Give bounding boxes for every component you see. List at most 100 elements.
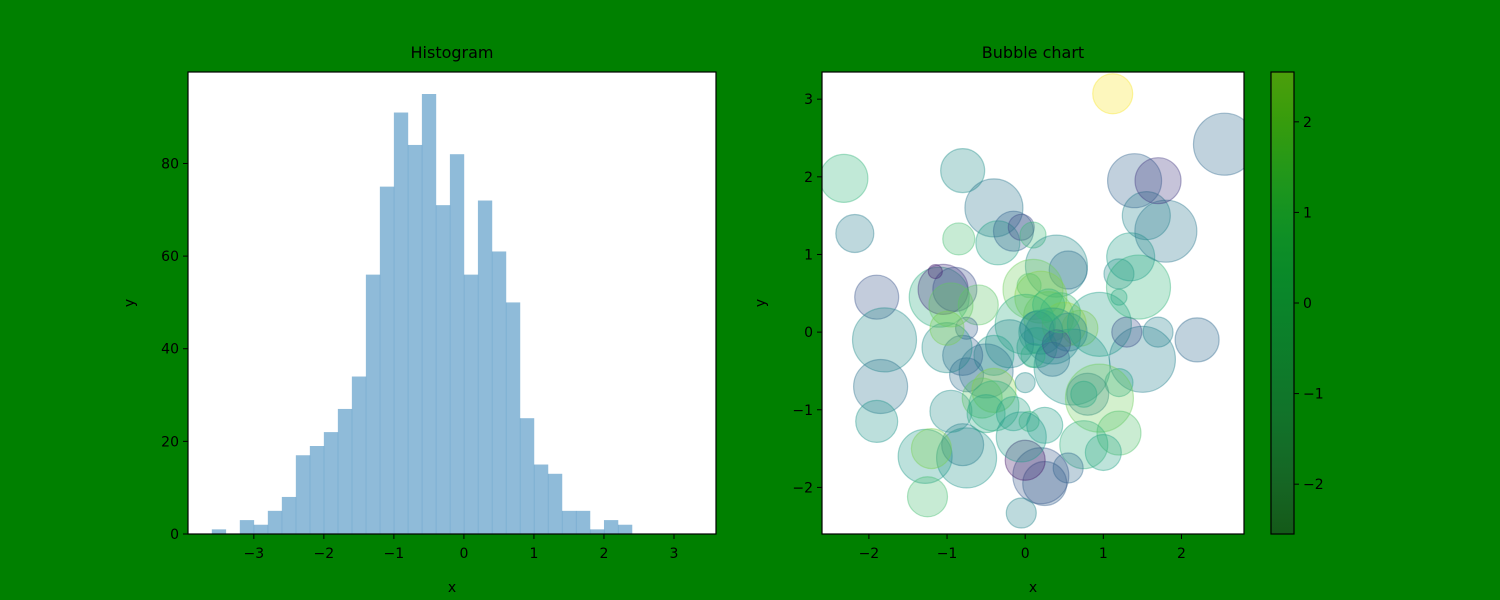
bubble-point (1014, 270, 1068, 324)
bubble-point (1142, 316, 1174, 348)
histogram-bar (435, 205, 451, 534)
bubble-y-ticks: −2 −1 0 1 2 3 (792, 92, 822, 496)
bubble-point (1023, 290, 1075, 343)
bubble-point (1103, 258, 1135, 290)
histogram-bar (211, 529, 227, 534)
bubble-point (995, 411, 1047, 463)
histogram-bar (253, 524, 269, 534)
bubble-point (1048, 312, 1088, 352)
bubble-point (1059, 420, 1109, 470)
histogram-bar (477, 200, 493, 535)
histogram-bar (309, 446, 325, 534)
colorbar-tick-label: 1 (1303, 205, 1312, 221)
bubble-x-axis-label: x (1029, 580, 1037, 596)
x-tick-label: 1 (529, 546, 538, 562)
bubble-point (954, 316, 979, 340)
bubble-point (957, 284, 999, 326)
histogram-bar (323, 432, 339, 534)
bubble-point (1106, 153, 1163, 209)
bubble-point (1018, 410, 1040, 433)
y-tick-label: −2 (792, 480, 813, 496)
bubble-point (992, 210, 1035, 252)
x-tick-label: 3 (670, 546, 679, 562)
histogram-bar (519, 418, 535, 534)
colorbar-tick-label: −2 (1303, 477, 1324, 493)
bubble-point (942, 222, 976, 256)
bubble-point (1002, 258, 1064, 321)
histogram-x-ticks: −3 −2 −1 0 1 2 3 (244, 534, 679, 562)
bubble-point (994, 293, 1056, 355)
histogram-bar (393, 112, 409, 535)
bubble-point (1084, 433, 1122, 472)
bubble-point (971, 367, 1017, 413)
histogram-bar (547, 473, 563, 534)
bubble-point (1110, 288, 1128, 306)
x-tick-label: 1 (1099, 546, 1108, 562)
bubble-point (966, 394, 1006, 434)
bubble-point (941, 423, 985, 467)
bubble-point (1111, 316, 1143, 348)
histogram-bar (449, 154, 465, 535)
bubble-point (942, 334, 984, 377)
histogram-bar (295, 455, 311, 534)
bubble-plot-area (822, 72, 1244, 534)
bubble-point (1134, 157, 1182, 205)
histogram-bar (407, 144, 423, 534)
bubble-point (855, 399, 899, 444)
bubble-point (932, 266, 978, 313)
bubble-point (1041, 329, 1072, 359)
bubble-point (1041, 301, 1087, 347)
y-tick-label: 3 (804, 92, 813, 108)
bubble-point (1016, 327, 1058, 369)
bubble-point (835, 213, 875, 254)
bubble-point (853, 358, 909, 415)
colorbar-ticks: −2 −1 0 1 2 (1294, 115, 1324, 493)
bubble-point (906, 476, 949, 518)
bubble-x-ticks: −2 −1 0 1 2 (859, 534, 1186, 562)
colorbar: −2 −1 0 1 2 (1270, 71, 1324, 535)
x-tick-label: 0 (1021, 546, 1030, 562)
histogram-bar (351, 376, 367, 534)
bubble-point (1066, 372, 1110, 416)
bubble-point (897, 428, 953, 484)
bubble-points (822, 73, 1244, 529)
bubble-point (1023, 307, 1082, 365)
bubble-point (1026, 406, 1064, 444)
histogram-bar (575, 510, 591, 534)
histogram-y-ticks: 0 20 40 60 80 (161, 156, 188, 543)
bubble-chart: −2 −1 0 1 2 −2 −1 0 1 2 3 Bubble chart x y (753, 43, 1245, 596)
x-tick-label: 2 (1177, 546, 1186, 562)
bubble-point (1019, 310, 1055, 346)
bubble-point (1106, 232, 1156, 282)
bubble-point (964, 178, 1024, 238)
bubble-point (1020, 342, 1046, 369)
y-tick-label: 60 (161, 249, 179, 265)
y-tick-label: 2 (804, 170, 813, 186)
colorbar-tick-label: 2 (1303, 115, 1312, 131)
y-tick-label: 40 (161, 342, 179, 358)
bubble-point (908, 266, 970, 328)
histogram-bar (421, 94, 437, 534)
histogram-x-axis-label: x (448, 580, 456, 596)
bubble-point (1005, 497, 1037, 529)
bubble-point (917, 263, 969, 316)
bubble-point (935, 427, 998, 489)
bubble-point (822, 153, 869, 203)
bubble-point (968, 380, 1020, 432)
histogram-bar (365, 274, 381, 534)
bubble-point (984, 319, 1035, 369)
bubble-point (1066, 291, 1133, 357)
bubble-point (929, 310, 965, 346)
bubble-point (1048, 250, 1088, 290)
bubble-point (851, 307, 918, 373)
histogram-chart: −3 −2 −1 0 1 2 3 0 20 40 60 80 Histogram x y (122, 43, 717, 596)
bubble-point (1052, 452, 1084, 484)
bubble-point (975, 220, 1021, 266)
y-tick-label: 0 (804, 325, 813, 341)
bubble-point (1121, 191, 1171, 241)
bubble-point (1092, 73, 1134, 115)
bubble-point (1096, 410, 1142, 456)
bubble-point (1004, 439, 1046, 481)
histogram-bar (267, 510, 283, 534)
